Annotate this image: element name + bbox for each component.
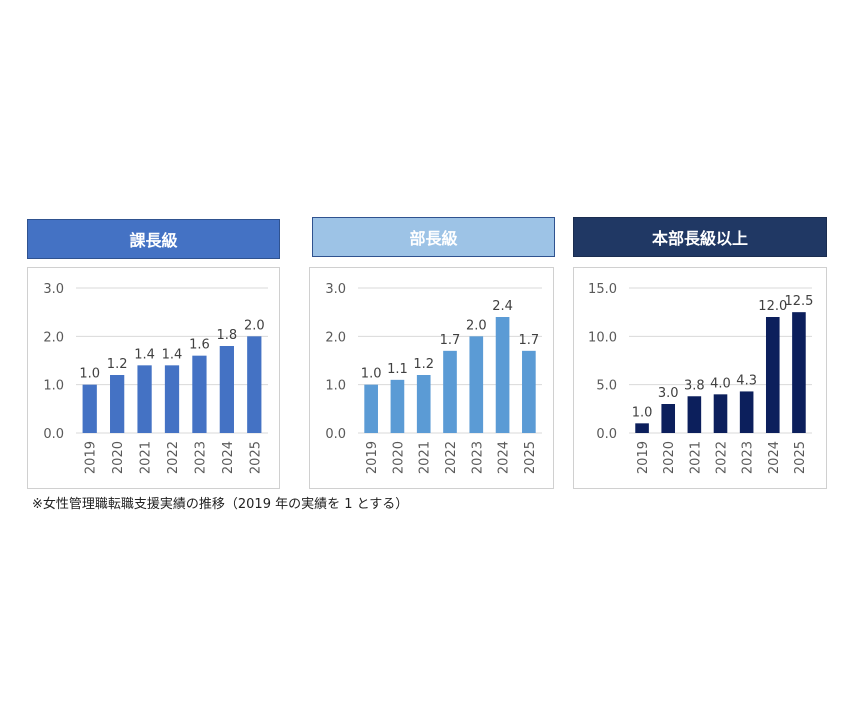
bar — [713, 394, 728, 433]
x-tick-label: 2020 — [111, 441, 126, 474]
bar — [443, 350, 457, 433]
y-tick-label: 3.0 — [325, 282, 346, 297]
x-tick-label: 2025 — [523, 441, 538, 474]
bar — [110, 375, 125, 433]
panel-header-bucho: 部長級 — [312, 217, 555, 257]
data-label: 1.2 — [107, 357, 128, 372]
data-label: 4.3 — [736, 373, 757, 388]
y-tick-label: 2.0 — [325, 330, 346, 345]
y-tick-label: 0.0 — [325, 427, 346, 442]
bar — [495, 317, 510, 433]
y-tick-label: 2.0 — [43, 330, 64, 345]
bar — [469, 336, 484, 433]
chart-honbucho: 0.0 5.0 10.0 15.0 1.0 2019 3.0 2020 3.8 2021 4.0 20… — [573, 267, 827, 489]
x-tick-label: 2025 — [793, 441, 808, 474]
y-tick-label: 15.0 — [588, 282, 617, 297]
x-tick-label: 2021 — [418, 441, 433, 474]
data-label: 1.0 — [632, 405, 653, 420]
y-tick-label: 0.0 — [596, 427, 617, 442]
data-label: 1.8 — [217, 328, 238, 343]
data-label: 2.0 — [466, 318, 487, 333]
y-tick-label: 10.0 — [588, 330, 617, 345]
data-label: 1.2 — [413, 357, 434, 372]
bar — [765, 317, 780, 433]
chart-svg-honbucho: 0.0 5.0 10.0 15.0 1.0 2019 3.0 2020 3.8 2021 4.0 20… — [588, 282, 813, 474]
y-tick-label: 0.0 — [43, 427, 64, 442]
data-label: 2.4 — [492, 299, 513, 314]
bar — [635, 423, 649, 433]
y-tick-label: 5.0 — [596, 379, 617, 394]
footnote: ※女性管理職転職支援実績の推移（2019 年の実績を 1 とする） — [32, 497, 409, 512]
data-label: 3.8 — [684, 378, 705, 393]
bar — [82, 384, 97, 433]
x-tick-label: 2024 — [221, 441, 236, 474]
panel-title: 本部長級以上 — [651, 229, 748, 248]
bar — [416, 375, 431, 433]
panel-header-kacho: 課長級 — [27, 219, 280, 259]
x-tick-label: 2023 — [741, 441, 756, 474]
data-label: 3.0 — [658, 386, 679, 401]
data-label: 12.5 — [784, 294, 813, 309]
data-label: 1.6 — [189, 338, 210, 353]
bar — [739, 391, 754, 433]
data-label: 1.0 — [361, 367, 382, 382]
panel-header-honbucho: 本部長級以上 — [573, 217, 827, 257]
x-tick-label: 2019 — [636, 441, 651, 474]
data-label: 1.4 — [162, 347, 183, 362]
data-label: 4.0 — [710, 376, 731, 391]
chart-svg-kacho: 0.0 1.0 2.0 3.0 1.0 2019 1.2 2020 1.4 2021 1.4 2022… — [43, 282, 268, 474]
chart-svg-bucho: 0.0 1.0 2.0 3.0 1.0 2019 1.1 2020 1.2 2021 1.7 2022… — [325, 282, 542, 474]
x-tick-label: 2024 — [497, 441, 512, 474]
x-tick-label: 2019 — [365, 441, 380, 474]
x-tick-label: 2024 — [767, 441, 782, 474]
x-tick-label: 2023 — [193, 441, 208, 474]
bar — [137, 365, 152, 433]
y-tick-label: 3.0 — [43, 282, 64, 297]
bar — [364, 384, 378, 433]
y-tick-label: 1.0 — [325, 379, 346, 394]
bar — [792, 312, 806, 433]
bar — [164, 365, 180, 433]
x-tick-label: 2022 — [715, 441, 730, 474]
panel-title: 部長級 — [409, 229, 458, 248]
data-label: 1.1 — [387, 362, 408, 377]
chart-bucho: 0.0 1.0 2.0 3.0 1.0 2019 1.1 2020 1.2 2021 1.7 2022… — [309, 267, 554, 489]
bar — [247, 336, 262, 433]
x-tick-label: 2025 — [248, 441, 263, 474]
data-label: 1.7 — [519, 333, 540, 348]
bar — [522, 350, 536, 433]
bar — [192, 355, 207, 433]
bar — [390, 379, 405, 433]
x-tick-label: 2020 — [391, 441, 406, 474]
data-label: 12.0 — [758, 299, 787, 314]
data-label: 2.0 — [244, 318, 265, 333]
x-tick-label: 2019 — [84, 441, 99, 474]
bar — [687, 396, 702, 433]
x-tick-label: 2021 — [688, 441, 703, 474]
data-label: 1.0 — [79, 367, 100, 382]
x-tick-label: 2021 — [139, 441, 154, 474]
x-tick-label: 2020 — [662, 441, 677, 474]
x-tick-label: 2022 — [166, 441, 181, 474]
data-label: 1.4 — [134, 347, 155, 362]
bar — [219, 346, 234, 433]
x-tick-label: 2022 — [444, 441, 459, 474]
data-label: 1.7 — [440, 333, 461, 348]
chart-kacho: 0.0 1.0 2.0 3.0 1.0 2019 1.2 2020 1.4 2021 1.4 2022… — [27, 267, 280, 489]
bar — [661, 404, 676, 433]
x-tick-label: 2023 — [470, 441, 485, 474]
y-tick-label: 1.0 — [43, 379, 64, 394]
panel-title: 課長級 — [129, 231, 178, 250]
